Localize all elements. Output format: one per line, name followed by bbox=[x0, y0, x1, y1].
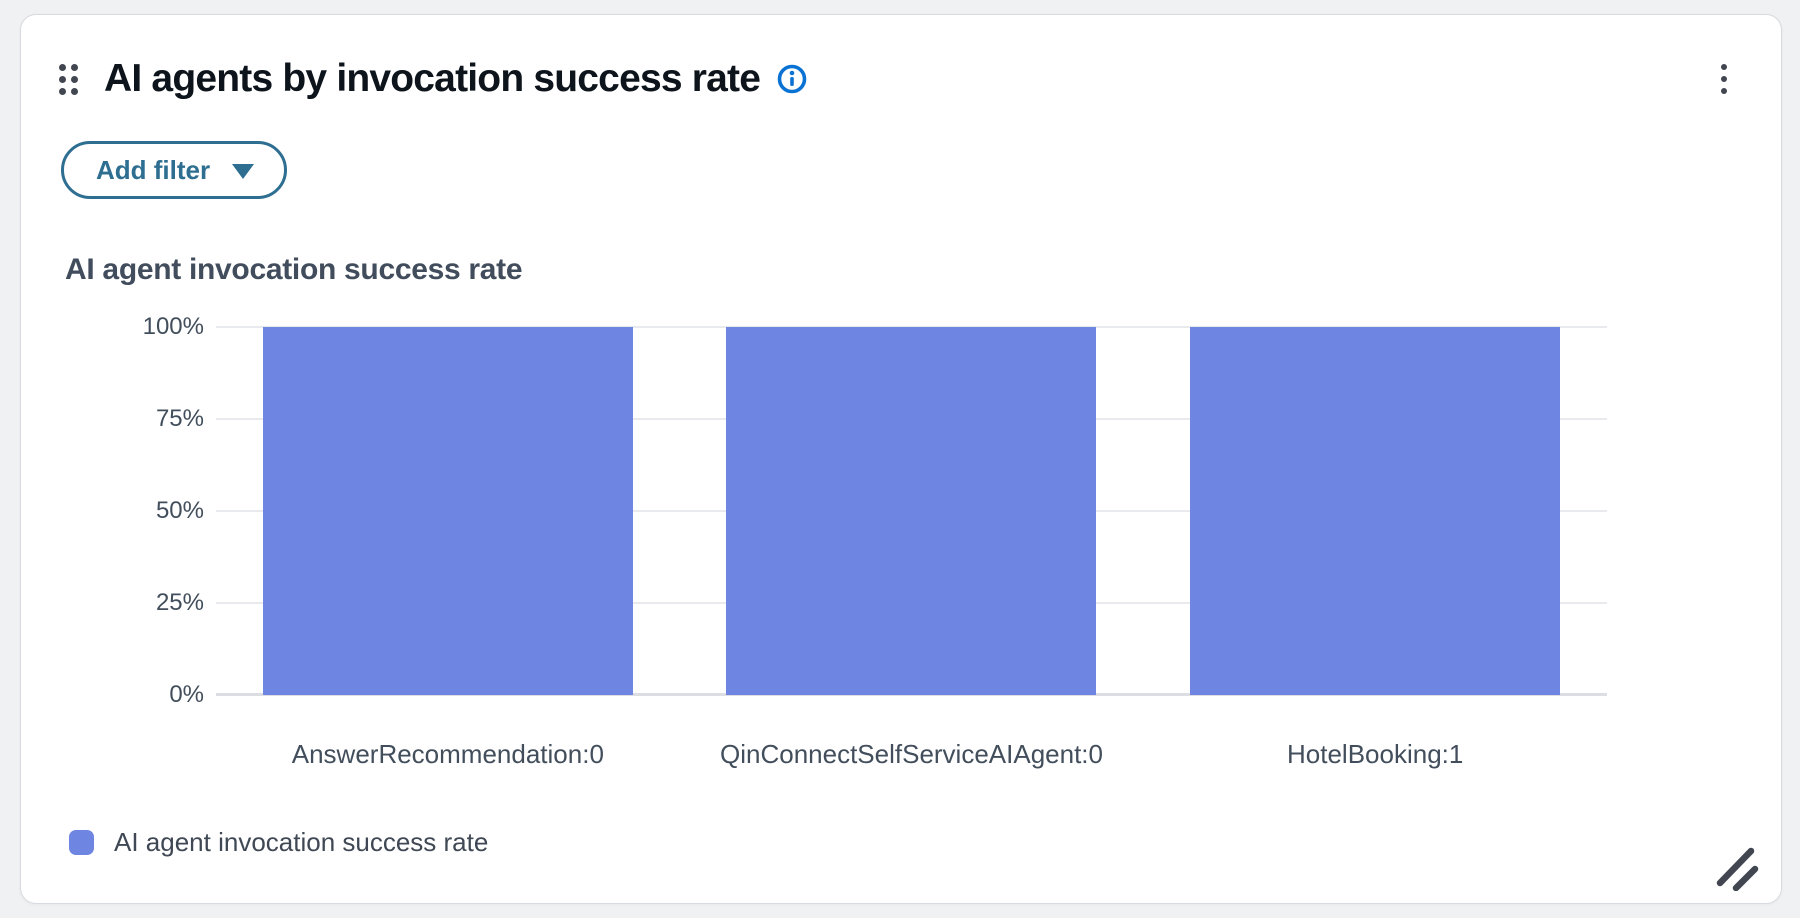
add-filter-label: Add filter bbox=[96, 154, 211, 185]
y-tick-label: 25% bbox=[155, 589, 204, 616]
bar-HotelBooking:1[interactable] bbox=[1190, 327, 1561, 695]
y-tick-label: 100% bbox=[142, 313, 204, 340]
y-tick-label: 50% bbox=[155, 497, 204, 524]
legend-swatch bbox=[69, 830, 94, 855]
y-tick-label: 75% bbox=[155, 405, 204, 432]
widget-title: AI agents by invocation success rate bbox=[104, 57, 761, 100]
kebab-menu-icon[interactable] bbox=[1711, 57, 1737, 101]
legend-label: AI agent invocation success rate bbox=[114, 827, 489, 857]
bar-QinConnectSelfServiceAIAgent:0[interactable] bbox=[726, 327, 1097, 695]
bar-AnswerRecommendation:0[interactable] bbox=[262, 327, 633, 695]
x-axis: AnswerRecommendation:0 QinConnectSelfServ… bbox=[216, 739, 1607, 770]
drag-handle-icon[interactable] bbox=[57, 62, 80, 97]
resize-handle-icon[interactable] bbox=[1713, 845, 1759, 892]
x-category-label: AnswerRecommendation:0 bbox=[291, 739, 604, 769]
caret-down-icon bbox=[232, 163, 255, 179]
chart-title: AI agent invocation success rate bbox=[65, 253, 523, 286]
y-tick-label: 0% bbox=[169, 681, 204, 708]
info-icon[interactable] bbox=[776, 63, 808, 95]
widget-header: AI agents by invocation success rate bbox=[57, 55, 1737, 103]
x-category-label: QinConnectSelfServiceAIAgent:0 bbox=[720, 739, 1103, 769]
x-category-label: HotelBooking:1 bbox=[1287, 739, 1464, 769]
chart-legend: AI agent invocation success rate bbox=[69, 827, 488, 858]
add-filter-button[interactable]: Add filter bbox=[61, 141, 288, 199]
plot-area bbox=[216, 326, 1607, 696]
y-axis: 0% 25% 50% 75% 100% bbox=[21, 313, 204, 708]
widget-card: AI agents by invocation success rate Add… bbox=[20, 14, 1782, 904]
